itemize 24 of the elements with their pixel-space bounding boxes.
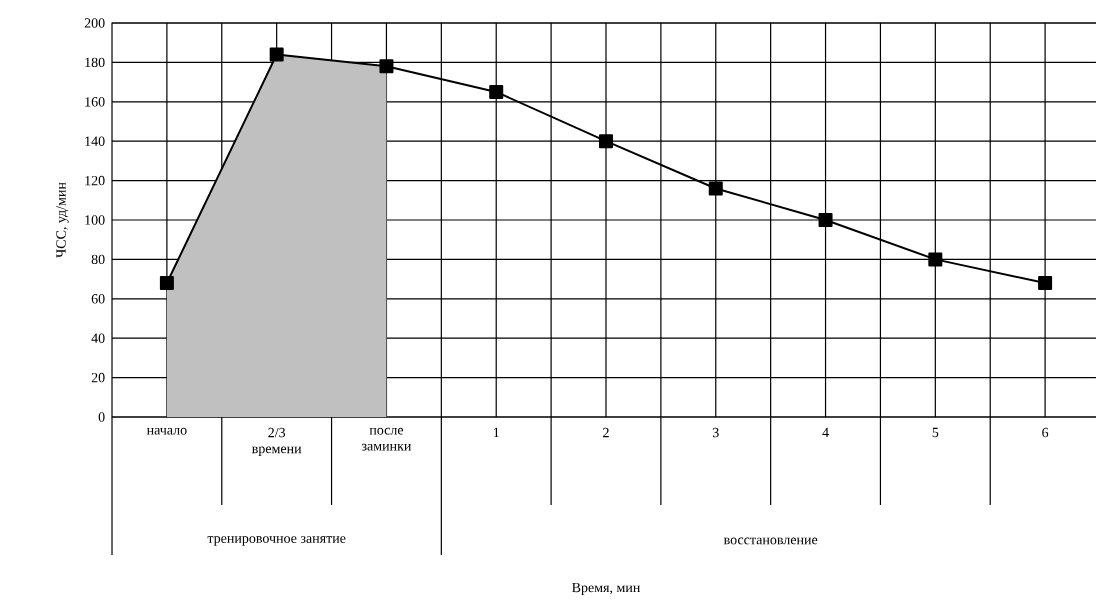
x-tick-label: 4 bbox=[822, 427, 829, 438]
y-tick-label: 40 bbox=[91, 333, 105, 343]
y-tick-label: 140 bbox=[85, 136, 105, 146]
y-tick-label: 20 bbox=[91, 372, 105, 383]
x-tick-label: 5 bbox=[932, 427, 939, 438]
y-tick-label: 0 bbox=[98, 412, 105, 422]
x-tick-label: начало bbox=[146, 427, 187, 435]
y-tick-label: 60 bbox=[91, 294, 105, 304]
y-tick-label: 200 bbox=[84, 18, 105, 28]
y-tick-label: 80 bbox=[91, 254, 105, 265]
y-tick-label: 120 bbox=[85, 175, 105, 186]
x-tick-label: 6 bbox=[1042, 427, 1049, 438]
y-tick-label: 100 bbox=[85, 215, 105, 225]
x-tick-label: 1 bbox=[493, 427, 499, 438]
text: восстановление bbox=[723, 537, 818, 545]
x-tick-label: 2/3 времени bbox=[251, 427, 302, 457]
y-axis-title: ЧСС, уд/мин bbox=[56, 182, 69, 258]
x-tick-label: после заминки bbox=[361, 427, 412, 451]
y-tick-label: 180 bbox=[85, 57, 105, 68]
text: Время, мин bbox=[572, 582, 641, 596]
x-tick-label: 2 bbox=[603, 427, 609, 438]
x-tick-label: 3 bbox=[712, 427, 719, 438]
text: тренировочное занятие bbox=[207, 536, 346, 546]
y-tick-label: 160 bbox=[85, 97, 105, 107]
